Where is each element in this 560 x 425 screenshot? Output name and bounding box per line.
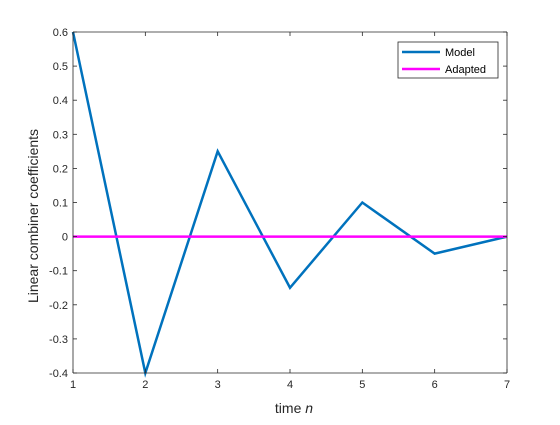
y-axis-label: Linear combiner coefficients — [25, 129, 41, 303]
y-tick-label: 0.6 — [53, 27, 68, 39]
legend-label-adapted: Adapted — [445, 64, 486, 76]
x-tick-label: 3 — [215, 379, 221, 391]
x-tick-label: 4 — [287, 379, 293, 391]
x-tick-label: 7 — [504, 379, 510, 391]
x-tick-label: 1 — [70, 379, 76, 391]
x-axis-label-variable: n — [305, 400, 313, 416]
y-tick-label: -0.3 — [49, 334, 68, 346]
y-tick-label: 0.4 — [53, 95, 68, 107]
y-tick-label: 0.5 — [53, 61, 68, 73]
plot-area — [73, 32, 507, 373]
y-tick-label: 0.1 — [53, 198, 68, 210]
y-tick-label: -0.4 — [49, 368, 68, 380]
y-tick-label: -0.2 — [49, 300, 68, 312]
legend: Model Adapted — [398, 42, 498, 78]
y-tick-label: 0.3 — [53, 129, 68, 141]
x-axis-label-text: time — [275, 400, 302, 416]
y-tick-label: 0 — [62, 232, 68, 244]
x-tick-label: 6 — [432, 379, 438, 391]
y-tick-label: -0.1 — [49, 266, 68, 278]
x-axis-label: time n — [275, 400, 313, 416]
x-tick-label: 2 — [142, 379, 148, 391]
y-tick-label: 0.2 — [53, 163, 68, 175]
x-tick-label: 5 — [359, 379, 365, 391]
legend-label-model: Model — [445, 47, 475, 59]
